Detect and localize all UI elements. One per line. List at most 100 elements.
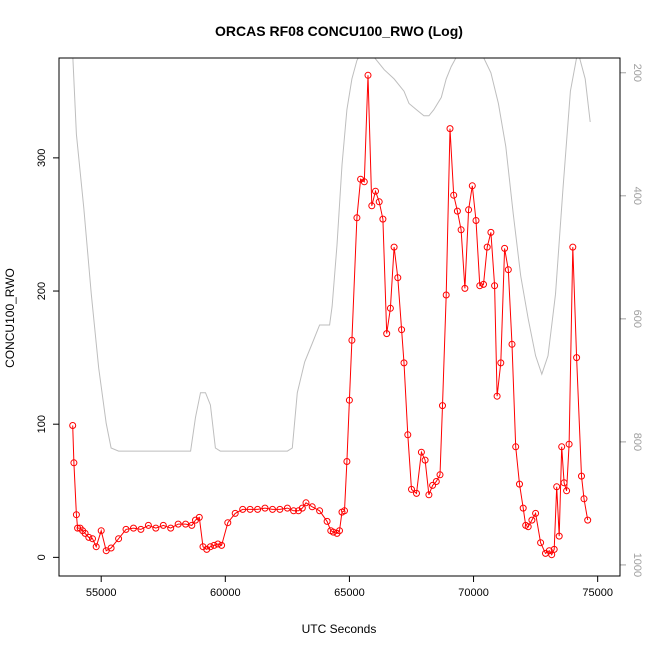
data-point	[167, 524, 175, 532]
data-point	[69, 422, 77, 429]
data-point	[159, 521, 167, 529]
data-point	[348, 336, 356, 344]
data-point	[417, 448, 425, 456]
data-point	[89, 535, 96, 543]
data-point	[425, 491, 433, 499]
y-tick-label: 200	[36, 282, 48, 300]
y2-tick-label: 800	[631, 433, 643, 451]
data-point	[569, 243, 577, 251]
data-point	[398, 326, 406, 334]
data-point	[487, 228, 495, 236]
data-point	[413, 489, 420, 497]
data-point	[224, 519, 232, 527]
data-point	[446, 125, 454, 133]
data-point	[302, 499, 310, 507]
data-point	[461, 284, 469, 292]
data-point	[480, 280, 487, 288]
data-point	[231, 509, 239, 517]
data-point	[298, 504, 306, 512]
data-point	[555, 532, 563, 540]
secondary-series	[72, 58, 591, 452]
data-point	[360, 178, 368, 186]
data-point	[537, 539, 545, 547]
data-point	[386, 304, 394, 312]
data-point	[483, 243, 491, 251]
data-point	[512, 443, 520, 451]
data-point	[345, 396, 353, 404]
data-point	[364, 71, 372, 79]
data-point	[457, 226, 465, 234]
data-point	[92, 543, 100, 551]
data-point	[584, 516, 592, 524]
data-point	[379, 215, 387, 223]
data-point	[468, 182, 476, 190]
data-point	[372, 187, 379, 195]
data-point	[206, 543, 214, 551]
data-point	[421, 456, 429, 464]
data-point	[519, 504, 527, 512]
data-point	[137, 525, 145, 533]
data-point	[504, 266, 512, 274]
chart-title: ORCAS RF08 CONCU100_RWO (Log)	[215, 23, 463, 39]
x-tick-label: 65000	[334, 587, 365, 599]
y2-tick-label: 600	[631, 310, 643, 328]
data-point	[218, 541, 226, 549]
x-tick-label: 60000	[210, 587, 241, 599]
data-point	[152, 524, 160, 532]
data-point	[97, 527, 105, 535]
primary-series	[69, 71, 592, 559]
secondary-series-line	[72, 58, 591, 452]
data-point	[476, 282, 484, 290]
data-point	[465, 206, 473, 214]
data-point	[188, 521, 196, 529]
data-point	[580, 495, 588, 503]
data-point	[254, 505, 262, 513]
data-point	[578, 472, 585, 480]
data-point	[450, 191, 458, 199]
data-point	[558, 443, 566, 451]
data-point	[501, 244, 509, 252]
data-point	[195, 513, 203, 521]
data-point	[323, 517, 331, 525]
data-point	[429, 481, 437, 489]
y-tick-label: 300	[36, 149, 48, 167]
data-point	[436, 471, 444, 479]
x-axis-label: UTC Seconds	[302, 622, 377, 636]
x-tick-label: 75000	[582, 587, 613, 599]
data-point	[353, 214, 361, 222]
data-point	[497, 359, 505, 367]
data-point	[408, 485, 415, 493]
data-point	[308, 503, 316, 511]
data-point	[246, 505, 254, 513]
data-point	[144, 521, 152, 529]
data-point	[210, 541, 218, 549]
y2-tick-label: 200	[631, 64, 643, 82]
data-point	[115, 535, 123, 543]
data-point	[107, 544, 115, 552]
data-point	[573, 354, 581, 362]
data-point	[404, 431, 412, 439]
data-point	[343, 458, 351, 465]
data-point	[453, 207, 461, 215]
data-point	[516, 480, 523, 488]
data-point	[563, 487, 571, 495]
data-point	[269, 505, 276, 513]
data-point	[528, 516, 536, 524]
data-point	[276, 505, 284, 513]
x-tick-label: 70000	[458, 587, 489, 599]
data-point	[375, 198, 383, 206]
plot-frame	[58, 57, 621, 577]
data-point	[390, 243, 398, 251]
data-point	[394, 274, 402, 282]
data-point	[439, 402, 446, 410]
data-point	[174, 520, 182, 528]
data-point	[70, 459, 78, 467]
data-point	[85, 533, 93, 541]
data-point	[491, 282, 499, 290]
data-point	[550, 545, 558, 553]
y-axis-label: CONCU100_RWO	[3, 268, 17, 368]
data-point	[442, 291, 450, 299]
data-point	[432, 478, 440, 485]
data-point	[383, 330, 391, 338]
